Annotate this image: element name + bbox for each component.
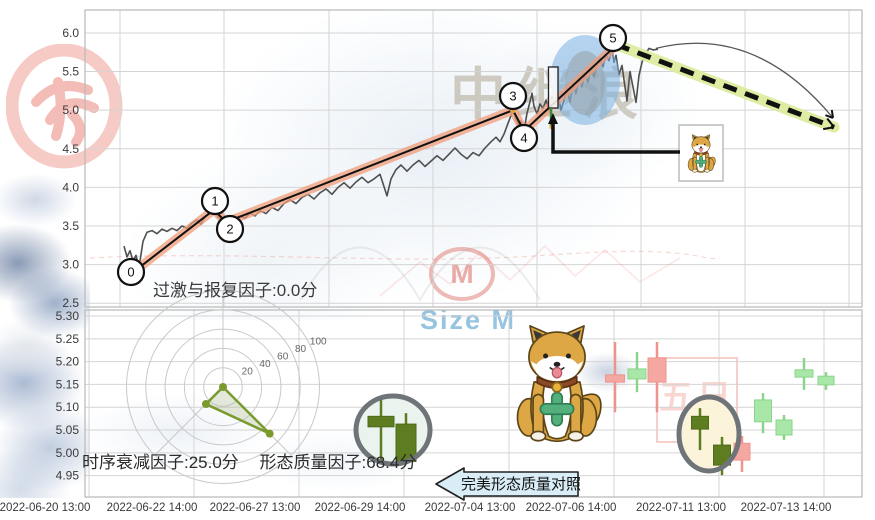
factor-score-texts: 时序衰减因子:25.0分 形态质量因子:68.4分 <box>82 448 416 473</box>
bottom-panel-border <box>84 309 863 498</box>
candle-body <box>627 368 647 380</box>
wave-number-label: 2 <box>226 222 233 237</box>
y-axis-label-top: 2.5 <box>62 296 79 310</box>
overshoot-factor-text: 过激与报复因子:0.0分 <box>153 281 318 300</box>
projection-arrowhead <box>826 117 835 128</box>
date-label: 2022-07-06 14:00 <box>526 502 617 514</box>
radar-vertex-dot <box>265 429 274 438</box>
y-axis-label-top: 6.0 <box>62 26 79 40</box>
decay-factor-text: 时序衰减因子:25.0分 <box>82 453 239 472</box>
annotation-layer: 完美形态质量对照 <box>435 467 581 501</box>
radar-tick-label: 80 <box>295 344 307 355</box>
y-axis-label-bottom: 5.25 <box>56 332 80 346</box>
compare-arrow-shape <box>435 467 579 501</box>
date-label: 2022-06-22 14:00 <box>107 502 198 514</box>
wave-number-label: 1 <box>211 194 218 209</box>
trend-line <box>138 48 613 269</box>
wave-number-circle <box>200 186 230 216</box>
shiba-dog-large <box>516 324 602 443</box>
radar-polygon <box>204 385 271 435</box>
y-axis-label-bottom: 5.05 <box>56 423 80 437</box>
y-axis-label-top: 3.5 <box>62 219 79 233</box>
y-axis-label-bottom: 5.10 <box>56 400 80 414</box>
pattern-inset-ring <box>353 393 433 467</box>
projection-dashed-line <box>615 42 835 130</box>
date-label: 2022-06-20 13:00 <box>0 502 90 514</box>
y-axis-label-bottom: 5.20 <box>56 355 80 369</box>
pattern-inset-ring <box>676 394 742 474</box>
y-axis-label-bottom: 5.00 <box>56 446 80 460</box>
faint-dashed-line <box>89 250 721 260</box>
radar-tick-label: 20 <box>242 367 254 378</box>
quality-factor-text: 形态质量因子:68.4分 <box>259 453 417 472</box>
projection-arrowhead <box>822 126 835 131</box>
date-label: 2022-06-27 13:00 <box>210 502 301 514</box>
candle-body <box>754 399 772 423</box>
date-label: 2022-07-13 14:00 <box>741 502 832 514</box>
wave-number-label: 0 <box>127 265 134 280</box>
top-panel-layer: 0 12 3 4 5 <box>116 23 840 287</box>
y-axis-label-bottom: 5.15 <box>56 377 80 391</box>
curved-arrowhead <box>825 114 834 119</box>
grid-layer <box>84 9 863 498</box>
y-axis-label-top: 5.5 <box>62 65 79 79</box>
wave-number-circle <box>215 214 245 244</box>
wave-number-circle <box>598 23 628 53</box>
pointer-elbow-line <box>551 121 680 154</box>
wave-number-label: 4 <box>520 131 527 146</box>
y-axis-label-top: 3.0 <box>62 258 79 272</box>
axis-label-layer: 6.0 5.5 5.0 4.5 4.0 3.5 3.0 2.55.30 5.25 5.20 5.15… <box>0 26 831 514</box>
y-axis-label-top: 4.0 <box>62 180 79 194</box>
wave-number-circle <box>498 81 528 111</box>
candle-body <box>775 419 793 436</box>
y-axis-label-top: 5.0 <box>62 103 79 117</box>
trend-band <box>134 44 617 273</box>
candle-body <box>691 415 709 430</box>
pointer-arrowhead <box>548 113 558 124</box>
wave-number-label: 3 <box>509 89 516 104</box>
curved-arrow <box>655 42 834 119</box>
candle-body <box>647 357 667 383</box>
candle-body <box>605 374 625 383</box>
radar-tick-label: 100 <box>310 337 327 348</box>
faint-m-curve <box>299 246 541 303</box>
top-panel-border <box>84 9 863 308</box>
wave-number-circle <box>509 123 539 153</box>
compare-arrow-text: 完美形态质量对照 <box>461 476 581 493</box>
candle-body <box>367 415 395 428</box>
radar-vertex-dot <box>219 383 227 391</box>
candle-body <box>817 375 835 386</box>
wave-number-label: 5 <box>609 31 616 46</box>
date-label: 2022-07-11 13:00 <box>636 502 726 514</box>
radar-tick-label: 60 <box>277 352 289 363</box>
date-label: 2022-06-29 14:00 <box>315 502 406 514</box>
curved-arrowhead <box>830 109 834 119</box>
y-axis-label-bottom: 5.30 <box>56 309 80 323</box>
candle-body <box>794 369 814 378</box>
marker-rect <box>547 66 559 109</box>
y-axis-label-bottom: 4.95 <box>56 469 80 483</box>
radar-tick-label: 40 <box>259 359 271 370</box>
radar-vertex-dot <box>201 400 210 409</box>
faint-zigzag <box>379 244 681 297</box>
faint-pattern-layer <box>89 244 721 303</box>
y-axis-label-top: 4.5 <box>62 142 79 156</box>
date-label: 2022-07-04 13:00 <box>425 502 516 514</box>
wave-number-circle <box>116 257 146 287</box>
